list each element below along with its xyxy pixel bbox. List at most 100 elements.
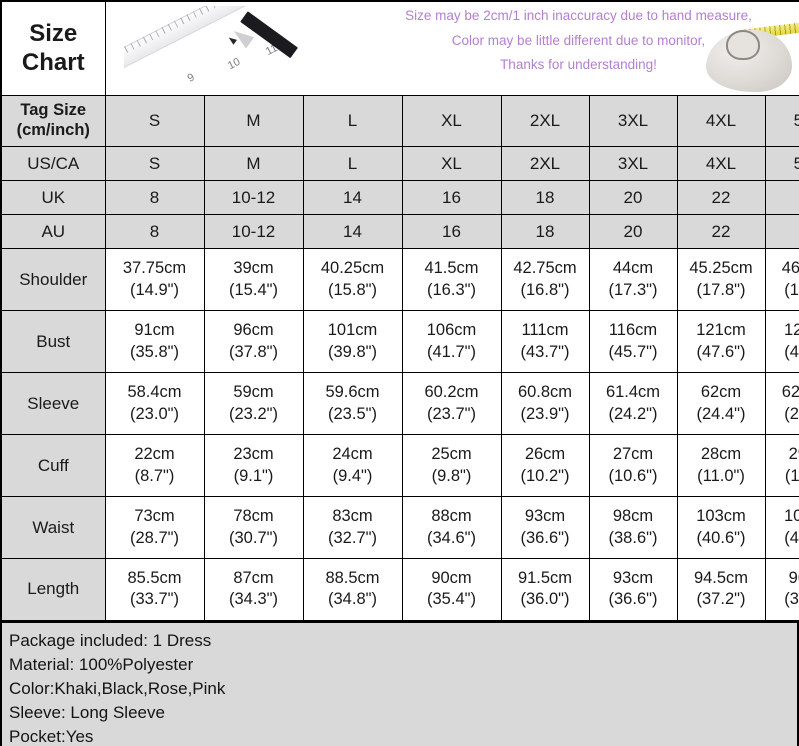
table-row-tag-size: Tag Size (cm/inch) S M L XL 2XL 3XL 4XL … [0,95,799,147]
value-inch: (24.4") [696,404,746,423]
cell-uk-4xl: 22 [676,180,766,215]
cell-au-l: 14 [302,214,403,249]
value-inch: (39.8") [328,342,377,361]
table-row-au: AU 8 10-12 14 16 18 20 22 24 [0,214,799,249]
cell-length-5xl: 96cm (37.8") [764,558,799,621]
value-cm: 24cm [332,445,373,464]
value-inch: (34.6") [427,528,476,547]
cell-waist-2xl: 93cm (36.6") [500,496,590,559]
value-inch: (9.4") [332,466,373,485]
tag-size-unit-label: (cm/inch) [16,121,90,139]
cell-length-4xl: 94.5cm (37.2") [676,558,766,621]
table-row-cuff: Cuff 22cm (8.7") 23cm (9.1") 24cm (9.4")… [0,434,799,497]
cell-sleeve-m: 59cm (23.2") [203,372,304,435]
value-cm: 60.8cm [517,383,573,402]
cell-bust-s: 91cm (35.8") [104,310,205,373]
cell-length-xl: 90cm (35.4") [401,558,502,621]
size-chart-table: Size Chart 9 10 11 [0,0,799,622]
value-cm: 96cm [233,321,274,340]
cell-waist-3xl: 98cm (38.6") [588,496,678,559]
value-cm: 96cm [788,569,799,588]
value-cm: 46.5cm [781,259,799,278]
table-row-waist: Waist 73cm (28.7") 78cm (30.7") 83cm (32… [0,496,799,559]
cell-us-ca-m: M [203,146,304,181]
cell-tag-size-s: S [104,95,205,147]
cell-waist-l: 83cm (32.7") [302,496,403,559]
cell-sleeve-4xl: 62cm (24.4") [676,372,766,435]
table-row-us-ca: US/CA S M L XL 2XL 3XL 4XL 5XL [0,146,799,181]
value-cm: 94.5cm [693,569,749,588]
value-inch: (17.3") [608,280,658,299]
cell-au-4xl: 22 [676,214,766,249]
cell-waist-5xl: 108cm (42.5") [764,496,799,559]
cell-cuff-xl: 25cm (9.8") [401,434,502,497]
cell-tag-size-4xl: 4XL [676,95,766,147]
cell-uk-3xl: 20 [588,180,678,215]
notice-line-2: Color may be little different due to mon… [451,32,706,48]
thumb-icon [726,30,760,60]
footer-line-pocket: Pocket:Yes [9,727,94,746]
cell-waist-m: 78cm (30.7") [203,496,304,559]
table-row-sleeve: Sleeve 58.4cm (23.0") 59cm (23.2") 59.6c… [0,372,799,435]
cell-shoulder-m: 39cm (15.4") [203,248,304,311]
footer-line-color: Color:Khaki,Black,Rose,Pink [9,678,226,698]
value-cm: 91.5cm [517,569,573,588]
value-cm: 78cm [233,507,274,526]
value-inch: (34.3") [229,590,278,609]
value-cm: 45.25cm [689,259,753,278]
value-inch: (24.2") [608,404,658,423]
value-cm: 87cm [233,569,274,588]
cell-bust-xl: 106cm (41.7") [401,310,502,373]
value-inch: (38.6") [608,528,658,547]
value-cm: 61.4cm [605,383,661,402]
size-chart-body: Size Chart 9 10 11 [0,0,799,621]
value-inch: (37.2") [696,590,746,609]
cell-uk-m: 10-12 [203,180,304,215]
value-cm: 26cm [524,445,566,464]
value-cm: 121cm [696,321,746,340]
value-inch: (36.0") [520,590,570,609]
cell-us-ca-2xl: 2XL [500,146,590,181]
cell-cuff-2xl: 26cm (10.2") [500,434,590,497]
cell-us-ca-xl: XL [401,146,502,181]
cell-tag-size-5xl: 5XL [764,95,799,147]
cell-tag-size-m: M [203,95,304,147]
cell-uk-xl: 16 [401,180,502,215]
value-cm: 62cm [700,383,742,402]
cell-bust-3xl: 116cm (45.7") [588,310,678,373]
cell-au-m: 10-12 [203,214,304,249]
value-cm: 93cm [612,569,654,588]
value-cm: 22cm [134,445,175,464]
footer-line-material: Material: 100%Polyester [9,654,194,674]
cell-uk-s: 8 [104,180,205,215]
row-label-uk: UK [0,180,106,215]
value-inch: (24.6") [784,404,799,423]
cell-shoulder-l: 40.25cm (15.8") [302,248,403,311]
cell-length-m: 87cm (34.3") [203,558,304,621]
value-cm: 29cm [788,445,799,464]
value-cm: 60.2cm [424,383,479,402]
value-cm: 62.6cm [781,383,799,402]
value-inch: (37.8") [784,590,799,609]
cell-uk-5xl: 24 [764,180,799,215]
value-cm: 98cm [612,507,654,526]
value-cm: 59cm [233,383,274,402]
cell-waist-xl: 88cm (34.6") [401,496,502,559]
table-row-bust: Bust 91cm (35.8") 96cm (37.8") 101cm (39… [0,310,799,373]
value-cm: 44cm [612,259,654,278]
value-inch: (23.5") [328,404,377,423]
value-inch: (43.7") [520,342,570,361]
value-inch: (23.2") [229,404,278,423]
value-inch: (9.8") [431,466,472,485]
cell-length-l: 88.5cm (34.8") [302,558,403,621]
cell-cuff-5xl: 29cm (11.4") [764,434,799,497]
value-cm: 25cm [431,445,472,464]
ruler-pencil-image: 9 10 11 [123,6,334,92]
cell-bust-4xl: 121cm (47.6") [676,310,766,373]
cell-sleeve-xl: 60.2cm (23.7") [401,372,502,435]
ruler-number-9: 9 [185,71,197,85]
cell-au-xl: 16 [401,214,502,249]
cell-us-ca-4xl: 4XL [676,146,766,181]
value-cm: 73cm [134,507,175,526]
value-inch: (32.7") [328,528,377,547]
